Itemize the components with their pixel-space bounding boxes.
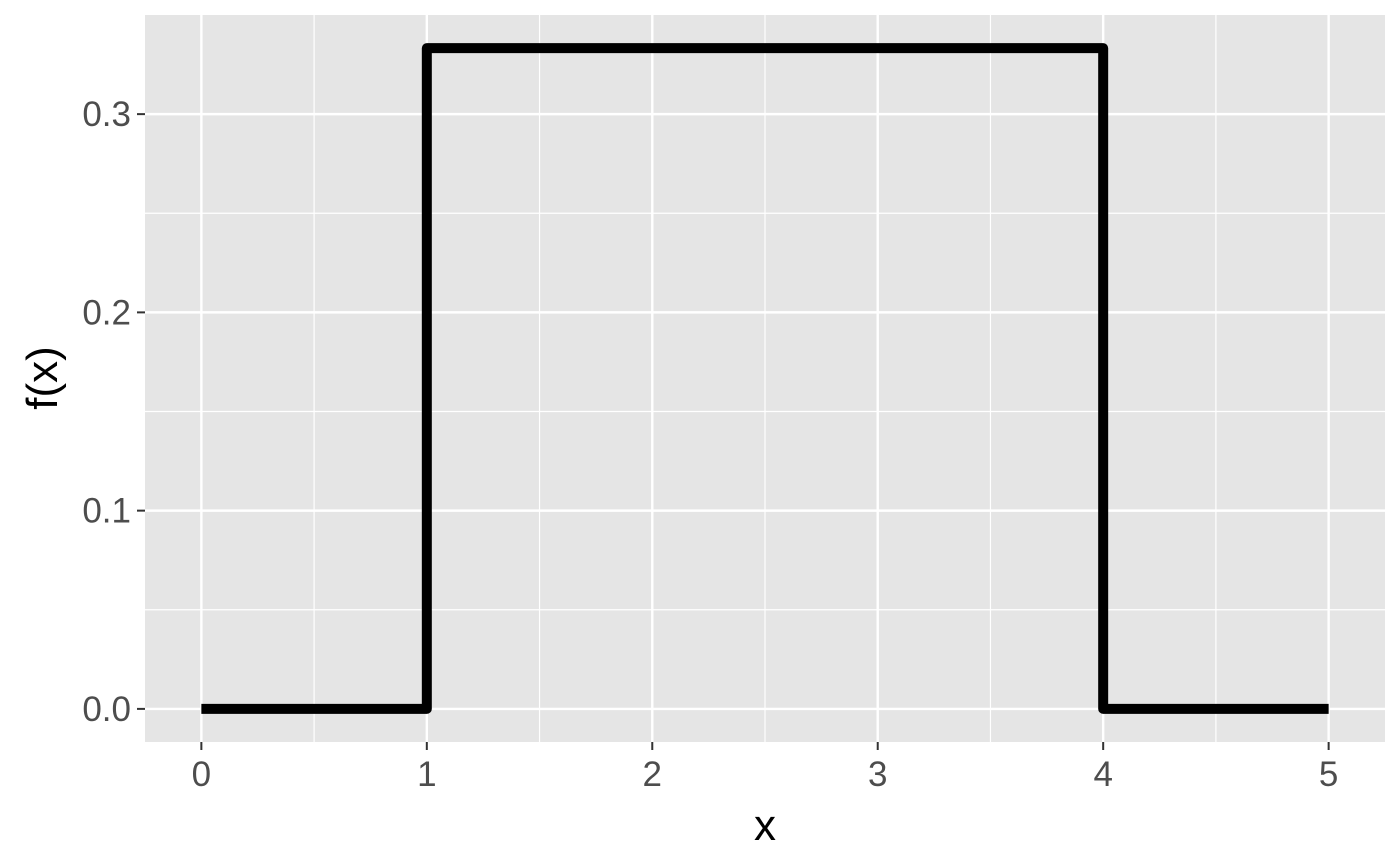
y-tick-label: 0.3 xyxy=(82,95,131,134)
y-axis-title: f(x) xyxy=(18,346,67,410)
minor-gridlines xyxy=(145,15,1385,742)
x-axis-ticks: 0 1 2 3 4 5 xyxy=(192,742,1338,794)
x-tick-label: 2 xyxy=(643,755,662,794)
x-axis-title: x xyxy=(754,801,776,850)
y-tick-label: 0.0 xyxy=(82,690,131,729)
y-tick-label: 0.1 xyxy=(82,492,131,531)
x-tick-label: 4 xyxy=(1093,755,1112,794)
y-axis-ticks: 0.0 0.1 0.2 0.3 xyxy=(82,95,145,729)
x-tick-label: 1 xyxy=(417,755,436,794)
x-tick-label: 0 xyxy=(192,755,211,794)
x-tick-label: 5 xyxy=(1319,755,1338,794)
x-tick-label: 3 xyxy=(868,755,887,794)
y-tick-label: 0.2 xyxy=(82,293,131,332)
series-line-f-x xyxy=(201,43,1329,714)
